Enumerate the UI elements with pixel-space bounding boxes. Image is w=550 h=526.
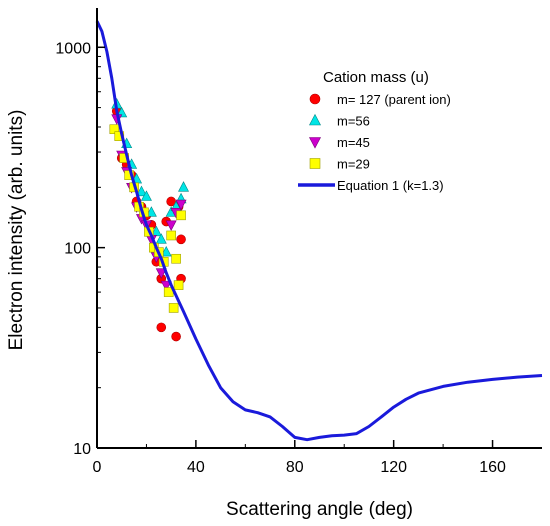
data-point-circle xyxy=(171,331,181,342)
data-point-triangle-up xyxy=(145,206,157,217)
data-point-triangle-up xyxy=(136,185,147,197)
data-point-triangle-up xyxy=(155,233,167,244)
legend-marker xyxy=(309,158,321,169)
series-line-equation xyxy=(95,20,543,442)
legend-label: m=29 xyxy=(337,157,370,172)
data-point-square xyxy=(171,253,181,264)
x-tick-label: 40 xyxy=(187,459,205,476)
legend-marker xyxy=(309,93,321,105)
data-point-square xyxy=(109,124,120,135)
y-axis-title: Electron intensity (arb. units) xyxy=(6,110,27,351)
legend-marker xyxy=(309,113,321,126)
x-tick-label: 120 xyxy=(380,459,407,476)
axes: 0 40 80 120 160 10 100 1000 xyxy=(55,8,542,476)
data-point-square xyxy=(168,303,179,313)
legend-marker xyxy=(309,137,321,149)
data-point-circle xyxy=(156,322,167,333)
data-point-triangle-down xyxy=(165,220,177,231)
data-point-triangle-down xyxy=(175,199,187,211)
y-tick-label: 100 xyxy=(64,241,91,258)
data-point-square xyxy=(176,210,186,221)
plot-area xyxy=(95,20,543,442)
y-tick-label: 1000 xyxy=(55,40,91,57)
legend-label: Equation 1 (k=1.3) xyxy=(337,178,444,193)
data-point-triangle-up xyxy=(160,245,172,257)
data-point-square xyxy=(166,230,176,241)
legend-label: m= 127 (parent ion) xyxy=(337,92,451,107)
data-point-square xyxy=(173,280,184,290)
legend-label: m=45 xyxy=(337,135,370,150)
x-axis-title: Scattering angle (deg) xyxy=(226,499,413,520)
data-point-triangle-up xyxy=(178,181,190,192)
data-point-triangle-down xyxy=(160,280,172,292)
data-point-triangle-up xyxy=(140,190,152,201)
x-tick-label: 0 xyxy=(93,459,102,476)
x-tick-label: 80 xyxy=(286,459,304,476)
legend: Cation mass (u) m= 127 (parent ion) m=56 m… xyxy=(298,69,451,193)
data-point-circle xyxy=(176,234,186,245)
legend-label: m=56 xyxy=(337,114,370,129)
legend-title: Cation mass (u) xyxy=(323,69,429,86)
x-tick-label: 160 xyxy=(479,459,506,476)
data-point-triangle-down xyxy=(155,268,167,279)
y-tick-label: 10 xyxy=(73,441,91,458)
